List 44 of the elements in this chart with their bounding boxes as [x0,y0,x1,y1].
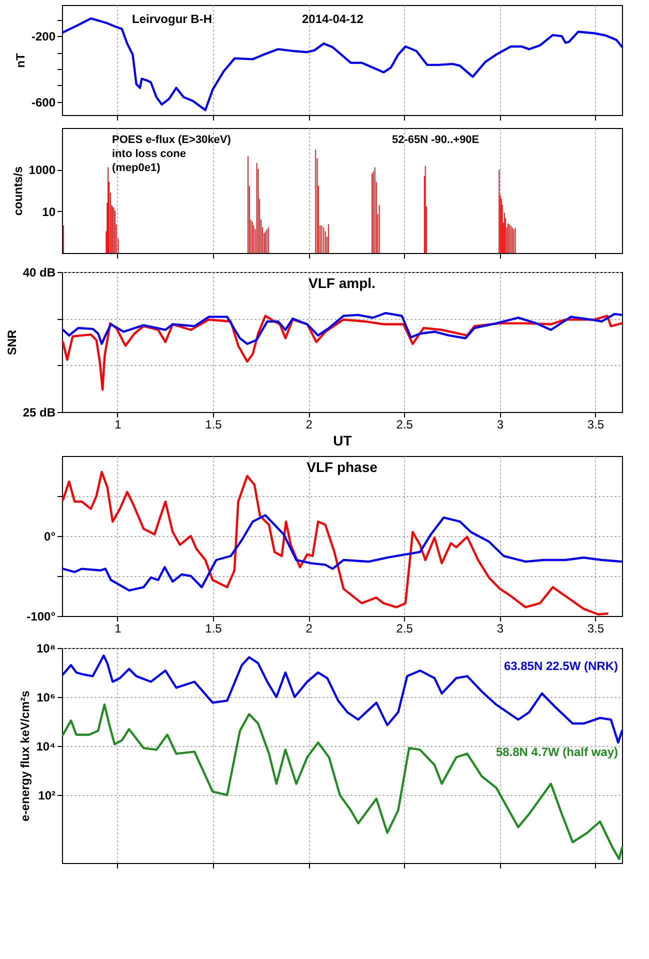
y-axis-title: e-energy flux keV/cm²s [18,690,32,822]
y-tick-label: 0° [44,530,56,544]
y-tick-label: 10⁴ [36,740,56,754]
y-tick-label: 10⁸ [36,642,56,656]
y-tick-label: 1000 [28,163,56,178]
y-tick-label: 40 dB [22,266,56,280]
x-axis-title: UT [333,432,352,448]
x-tick-label: 3 [496,622,504,636]
annotation: (mep0e1) [112,162,161,174]
line-series [62,514,624,592]
x-tick-label: 1 [114,418,122,432]
x-tick-label: 2.5 [396,622,414,636]
y-tick-label: -100° [26,610,56,624]
x-tick-label: 1.5 [205,418,222,432]
chart-title: VLF ampl. [308,275,376,291]
annotation: into loss cone [112,148,186,160]
line-series [62,654,624,744]
x-tick-label: 2 [306,418,313,432]
annotation: 52-65N -90..+90E [392,134,480,146]
y-tick-label: -600 [31,95,56,110]
y-tick-label: 25 dB [22,406,56,420]
y-tick-label: -200 [31,30,56,44]
text: 63.85N 22.5W (NRK) [504,659,618,673]
x-tick-label: 1 [114,622,122,636]
x-tick-label: 3.5 [587,418,604,432]
annotation: Leirvogur B-H [132,12,212,26]
chart-title: VLF phase [306,459,378,475]
annotation: POES e-flux (E>30keV) [112,134,232,146]
y-tick-label: 10 [42,204,56,219]
y-axis-title: counts/s [10,166,25,216]
y-axis-title: nT [13,52,28,68]
x-tick-label: 3.5 [587,622,604,636]
x-tick-label: 1.5 [205,622,222,636]
x-tick-label: 2 [306,622,313,636]
y-tick-label: 10² [38,788,56,803]
line-series [62,312,624,345]
y-tick-label: 10⁶ [36,690,56,705]
series-label: 58.8N 4.7W (half way) [496,745,618,759]
line-series [62,314,624,391]
x-tick-label: 2.5 [396,418,414,432]
y-axis-title: SNR [4,330,19,356]
annotation: 2014-04-12 [302,12,364,26]
line-series [62,704,624,860]
x-tick-label: 3 [496,418,504,432]
